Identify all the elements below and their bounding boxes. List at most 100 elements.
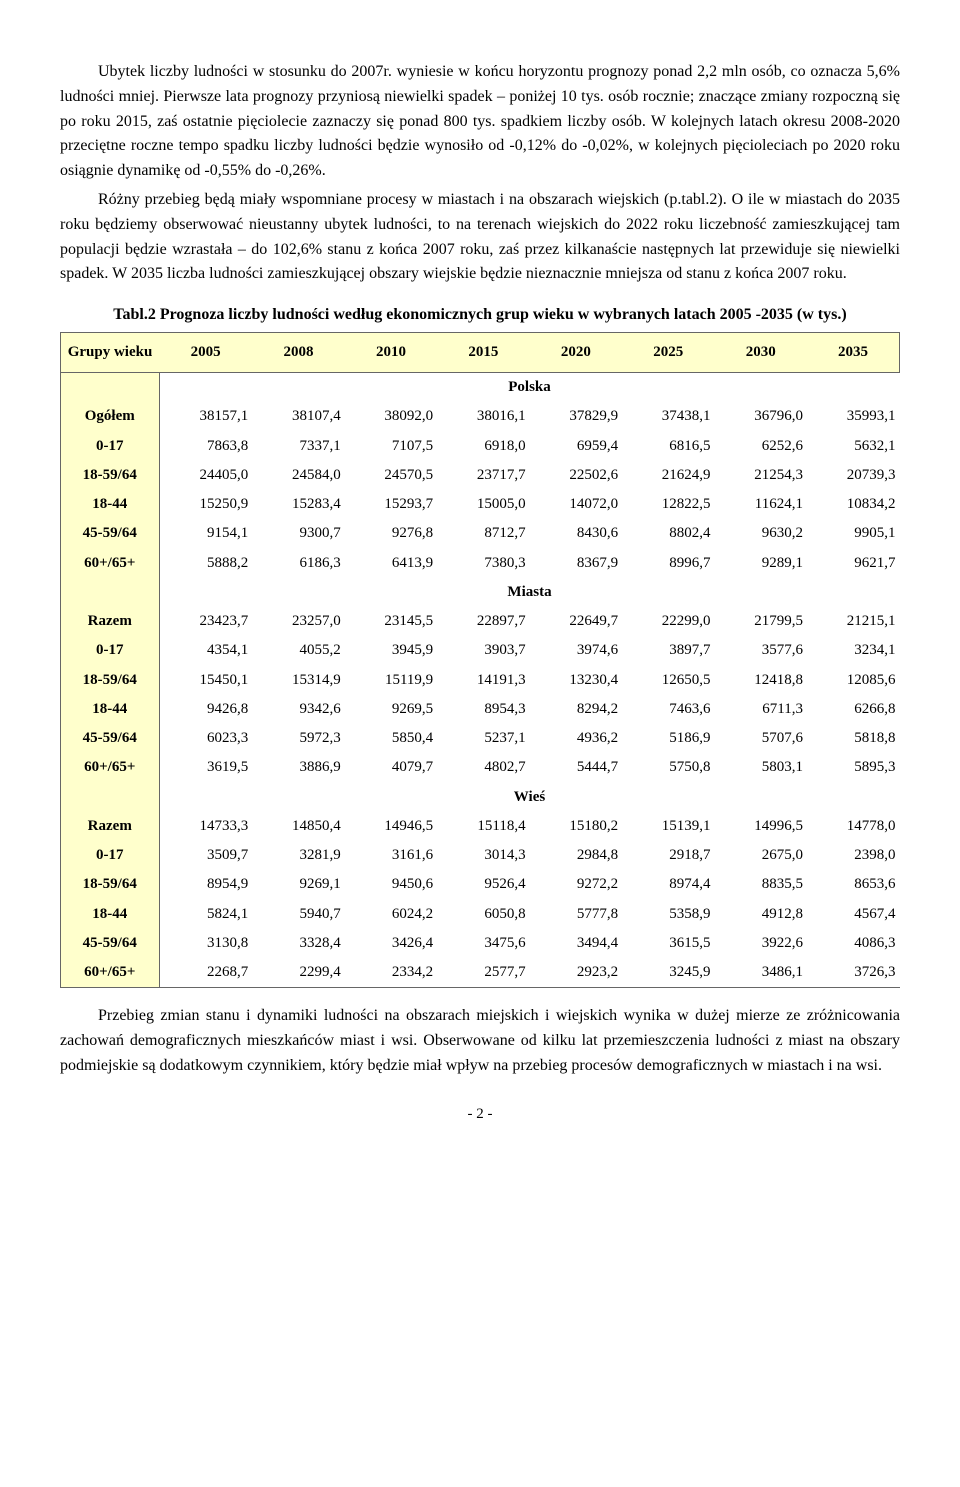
cell-value: 5895,3: [807, 753, 900, 782]
row-label: 18-44: [61, 695, 160, 724]
cell-value: 9526,4: [437, 870, 529, 899]
cell-value: 14191,3: [437, 666, 529, 695]
row-label: 60+/65+: [61, 958, 160, 988]
year-header: 2020: [530, 332, 622, 372]
population-table: Grupy wieku20052008201020152020202520302…: [60, 332, 900, 989]
cell-value: 23717,7: [437, 461, 529, 490]
cell-value: 2923,2: [530, 958, 622, 988]
cell-value: 21215,1: [807, 607, 900, 636]
year-header: 2030: [715, 332, 807, 372]
year-header: 2008: [252, 332, 344, 372]
cell-value: 2675,0: [715, 841, 807, 870]
cell-value: 9621,7: [807, 549, 900, 578]
table-row: 0-174354,14055,23945,93903,73974,63897,7…: [61, 636, 900, 665]
cell-value: 6024,2: [345, 900, 437, 929]
cell-value: 23145,5: [345, 607, 437, 636]
row-label: 0-17: [61, 636, 160, 665]
cell-value: 4086,3: [807, 929, 900, 958]
cell-value: 6050,8: [437, 900, 529, 929]
cell-value: 6711,3: [715, 695, 807, 724]
cell-value: 11624,1: [715, 490, 807, 519]
section-name: Polska: [159, 373, 900, 403]
cell-value: 2398,0: [807, 841, 900, 870]
cell-value: 3130,8: [159, 929, 252, 958]
cell-value: 4567,4: [807, 900, 900, 929]
cell-value: 7107,5: [345, 432, 437, 461]
cell-value: 5444,7: [530, 753, 622, 782]
table-row: 45-59/643130,83328,43426,43475,63494,436…: [61, 929, 900, 958]
cell-value: 3577,6: [715, 636, 807, 665]
page-number: - 2 -: [60, 1103, 900, 1126]
cell-value: 5824,1: [159, 900, 252, 929]
row-label: Ogółem: [61, 402, 160, 431]
cell-value: 3494,4: [530, 929, 622, 958]
cell-value: 5237,1: [437, 724, 529, 753]
cell-value: 5972,3: [252, 724, 344, 753]
cell-value: 22299,0: [622, 607, 714, 636]
table-row: 0-173509,73281,93161,63014,32984,82918,7…: [61, 841, 900, 870]
cell-value: 2334,2: [345, 958, 437, 988]
table-row: 0-177863,87337,17107,56918,06959,46816,5…: [61, 432, 900, 461]
cell-value: 5777,8: [530, 900, 622, 929]
cell-value: 14946,5: [345, 812, 437, 841]
cell-value: 36796,0: [715, 402, 807, 431]
cell-value: 8996,7: [622, 549, 714, 578]
cell-value: 15250,9: [159, 490, 252, 519]
cell-value: 14778,0: [807, 812, 900, 841]
year-header: 2025: [622, 332, 714, 372]
table-row: 60+/65+3619,53886,94079,74802,75444,7575…: [61, 753, 900, 782]
row-label: 45-59/64: [61, 724, 160, 753]
cell-value: 7863,8: [159, 432, 252, 461]
table-row: 45-59/646023,35972,35850,45237,14936,251…: [61, 724, 900, 753]
cell-value: 8954,9: [159, 870, 252, 899]
cell-value: 14850,4: [252, 812, 344, 841]
cell-value: 4912,8: [715, 900, 807, 929]
table-row: Razem14733,314850,414946,515118,415180,2…: [61, 812, 900, 841]
cell-value: 8974,4: [622, 870, 714, 899]
cell-value: 4055,2: [252, 636, 344, 665]
cell-value: 5940,7: [252, 900, 344, 929]
cell-value: 8653,6: [807, 870, 900, 899]
year-header: 2015: [437, 332, 529, 372]
table-header: Grupy wieku20052008201020152020202520302…: [61, 332, 900, 372]
row-label: [61, 783, 160, 812]
cell-value: 2299,4: [252, 958, 344, 988]
row-label: 45-59/64: [61, 519, 160, 548]
cell-value: 5818,8: [807, 724, 900, 753]
cell-value: 5358,9: [622, 900, 714, 929]
table-row: Razem23423,723257,023145,522897,722649,7…: [61, 607, 900, 636]
cell-value: 2268,7: [159, 958, 252, 988]
cell-value: 12650,5: [622, 666, 714, 695]
cell-value: 9269,5: [345, 695, 437, 724]
cell-value: 8835,5: [715, 870, 807, 899]
cell-value: 10834,2: [807, 490, 900, 519]
cell-value: 15139,1: [622, 812, 714, 841]
cell-value: 6413,9: [345, 549, 437, 578]
cell-value: 5888,2: [159, 549, 252, 578]
table-row: Ogółem38157,138107,438092,038016,137829,…: [61, 402, 900, 431]
table-row: 18-445824,15940,76024,26050,85777,85358,…: [61, 900, 900, 929]
row-label: 0-17: [61, 432, 160, 461]
cell-value: 3886,9: [252, 753, 344, 782]
cell-value: 22649,7: [530, 607, 622, 636]
section-name: Wieś: [159, 783, 900, 812]
cell-value: 24584,0: [252, 461, 344, 490]
cell-value: 3903,7: [437, 636, 529, 665]
cell-value: 15118,4: [437, 812, 529, 841]
cell-value: 2918,7: [622, 841, 714, 870]
cell-value: 14996,5: [715, 812, 807, 841]
cell-value: 3161,6: [345, 841, 437, 870]
paragraph-3: Przebieg zmian stanu i dynamiki ludności…: [60, 1004, 900, 1078]
cell-value: 15180,2: [530, 812, 622, 841]
cell-value: 4936,2: [530, 724, 622, 753]
cell-value: 7463,6: [622, 695, 714, 724]
cell-value: 9450,6: [345, 870, 437, 899]
cell-value: 3922,6: [715, 929, 807, 958]
cell-value: 21799,5: [715, 607, 807, 636]
cell-value: 15119,9: [345, 666, 437, 695]
row-label: [61, 578, 160, 607]
cell-value: 21624,9: [622, 461, 714, 490]
cell-value: 3328,4: [252, 929, 344, 958]
cell-value: 38107,4: [252, 402, 344, 431]
row-label: 45-59/64: [61, 929, 160, 958]
